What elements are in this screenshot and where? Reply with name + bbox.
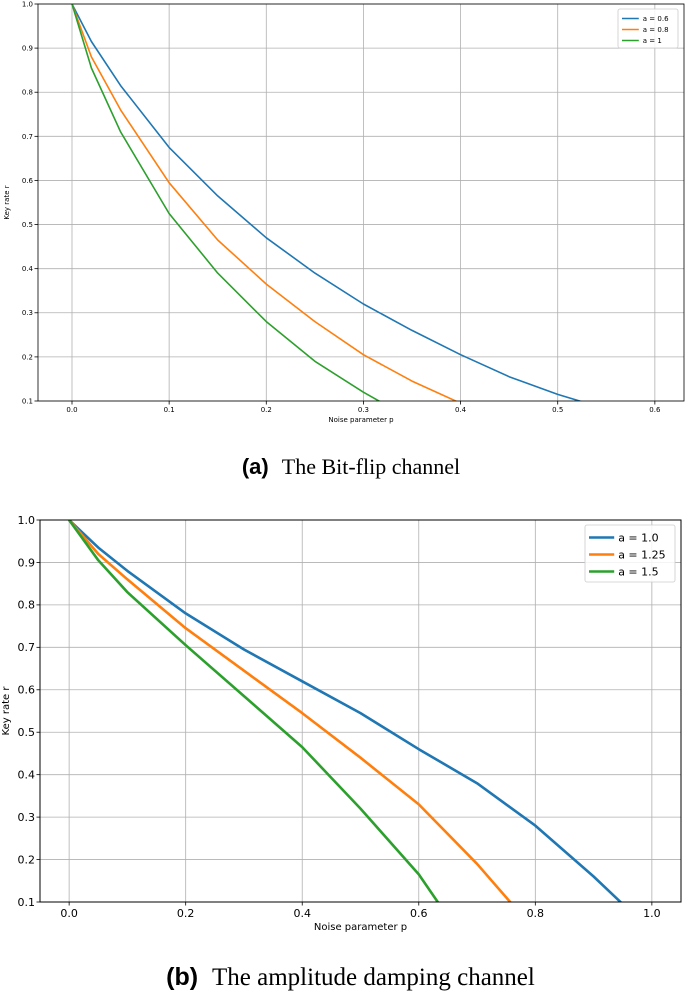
caption: (a) The Bit-flip channel [242, 454, 460, 480]
chart-bit-flip: 0.0 0.1 0.2 0.3 0.4 0.5 0.6 0.1 0.2 0.3 0.4 0.5 0.6… [3, 0, 685, 480]
y-tick-label: 0.6 [22, 177, 34, 185]
x-tick-label: 0.4 [293, 907, 311, 920]
y-tick-label: 0.9 [22, 45, 33, 53]
y-tick-label: 0.1 [22, 397, 33, 405]
legend-label: a = 1.25 [618, 548, 665, 561]
x-tick-label: 0.0 [66, 406, 77, 414]
series-line-1 [71, 4, 583, 401]
caption-text: The Bit-flip channel [282, 454, 460, 479]
x-tick-label: 0.1 [164, 406, 175, 414]
x-axis-label: Noise parameter p [314, 922, 407, 933]
caption: (b) The amplitude damping channel [166, 962, 535, 991]
caption-label: (b) [166, 963, 198, 991]
series-line-3 [68, 520, 440, 902]
series-line-2 [68, 520, 512, 902]
series-line-3 [71, 4, 381, 401]
y-tick-label: 0.1 [18, 896, 36, 909]
y-tick-label: 0.2 [18, 853, 36, 866]
x-tick-label: 0.6 [410, 907, 428, 920]
y-tick-label: 0.4 [18, 769, 36, 782]
y-tick-label: 0.3 [18, 811, 36, 824]
y-tick-label: 1.0 [22, 0, 33, 8]
legend: a = 1.0 a = 1.25 a = 1.5 [584, 524, 676, 583]
x-tick-label: 0.3 [358, 406, 369, 414]
legend-label: a = 0.8 [643, 26, 669, 34]
x-tick-label: 0.0 [60, 907, 78, 920]
y-axis-label: Key rate r [3, 185, 11, 219]
legend: a = 0.6 a = 0.8 a = 1 [617, 8, 679, 49]
x-tick-label: 0.8 [527, 907, 545, 920]
x-axis-label: Noise parameter p [328, 416, 394, 424]
legend-label: a = 1 [643, 37, 662, 45]
legend-box [584, 524, 676, 583]
legend-label: a = 0.6 [643, 15, 669, 23]
y-tick-label: 0.3 [22, 309, 33, 317]
series-line-2 [71, 4, 458, 401]
chart-amplitude-damping: 0.0 0.2 0.4 0.6 0.8 1.0 0.1 0.2 0.3 0.4 0.5 0.6 0.7… [1, 514, 682, 991]
x-tick-label: 0.5 [552, 406, 563, 414]
y-tick-label: 0.7 [18, 641, 36, 654]
y-tick-label: 0.8 [18, 599, 36, 612]
y-axis-label: Key rate r [1, 686, 12, 736]
x-tick-label: 1.0 [643, 907, 661, 920]
x-tick-label: 0.2 [177, 907, 195, 920]
y-tick-label: 1.0 [18, 514, 36, 527]
y-tick-label: 0.4 [22, 265, 34, 273]
series-line-1 [68, 520, 623, 902]
y-tick-label: 0.5 [22, 221, 33, 229]
y-tick-label: 0.9 [18, 556, 36, 569]
x-tick-label: 0.4 [455, 406, 467, 414]
x-tick-label: 0.2 [261, 406, 272, 414]
plot-frame [39, 519, 682, 903]
caption-label: (a) [242, 454, 269, 479]
y-tick-label: 0.6 [18, 684, 36, 697]
y-tick-label: 0.8 [22, 89, 33, 97]
plot-frame [37, 3, 685, 402]
caption-text: The amplitude damping channel [212, 964, 535, 991]
x-tick-label: 0.6 [649, 406, 661, 414]
y-tick-label: 0.2 [22, 353, 33, 361]
y-tick-label: 0.5 [18, 726, 36, 739]
legend-label: a = 1.0 [618, 531, 658, 544]
legend-label: a = 1.5 [618, 565, 658, 578]
y-tick-label: 0.7 [22, 133, 33, 141]
